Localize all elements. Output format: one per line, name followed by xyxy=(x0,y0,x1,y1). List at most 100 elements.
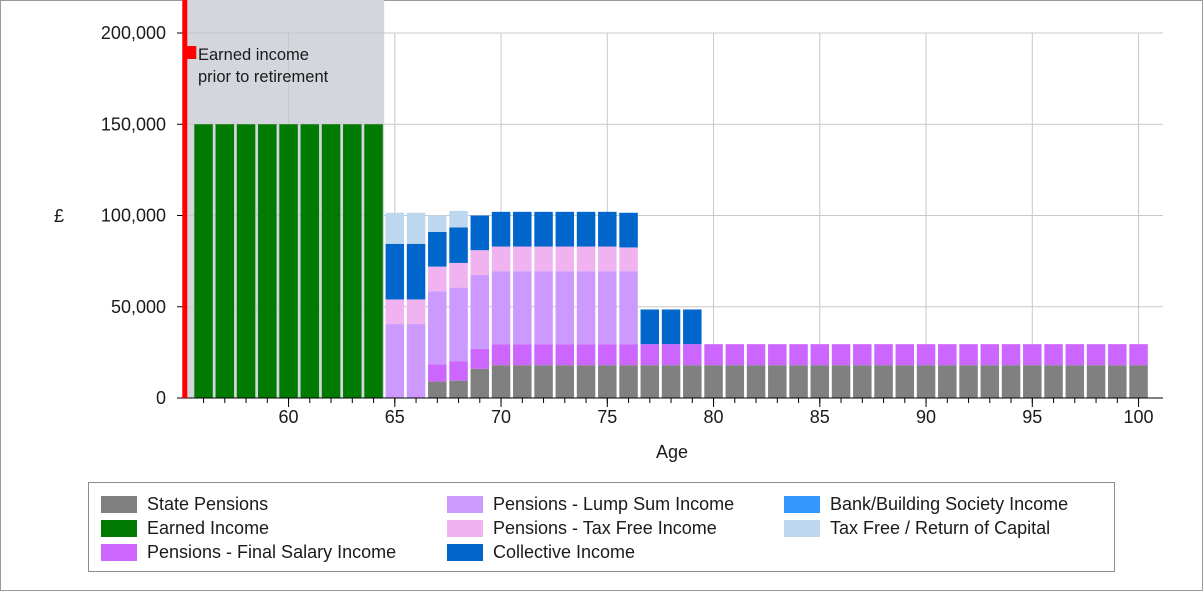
bar-segment xyxy=(258,124,277,398)
bar-segment xyxy=(513,271,532,345)
bar-segment xyxy=(598,271,617,345)
y-tick-label: 0 xyxy=(156,388,166,408)
bar-segment xyxy=(406,212,426,244)
bar-segment xyxy=(428,266,447,292)
bar-segment xyxy=(576,271,596,345)
bar-segment xyxy=(513,365,532,398)
x-tick-label: 70 xyxy=(491,407,511,427)
bar-segment xyxy=(428,215,447,232)
x-tick-label: 60 xyxy=(279,407,299,427)
bar-segment xyxy=(491,246,511,272)
legend-swatch xyxy=(784,519,820,537)
bar-segment xyxy=(683,309,702,345)
bar-segment xyxy=(768,344,787,366)
x-tick-label: 95 xyxy=(1022,407,1042,427)
legend-swatch xyxy=(447,543,483,561)
legend-item: Bank/Building Society Income xyxy=(784,494,1068,514)
bar-segment xyxy=(1044,365,1063,398)
bar-segment xyxy=(534,344,553,366)
bar-segment xyxy=(1129,344,1148,366)
bar-segment xyxy=(683,344,702,366)
bar-segment xyxy=(598,246,617,272)
legend-item: Earned Income xyxy=(101,518,269,538)
bar-segment xyxy=(470,215,490,251)
legend-item: State Pensions xyxy=(101,494,268,514)
bar-segment xyxy=(938,365,957,398)
bar-segment xyxy=(1086,344,1106,366)
x-tick-label: 100 xyxy=(1124,407,1154,427)
bar-segment xyxy=(1108,365,1127,398)
axis-layer: 0 50,000 100,000 150,000 200,000 60 65 70 75 80 85… xyxy=(54,23,1163,462)
bar-segment xyxy=(491,211,511,247)
legend-item: Collective Income xyxy=(447,542,635,562)
bar-segment xyxy=(980,344,1000,366)
bar-segment xyxy=(513,344,532,366)
bar-segment xyxy=(619,365,638,398)
bar-segment xyxy=(513,211,532,247)
x-tick-label: 85 xyxy=(810,407,830,427)
bar-segment xyxy=(470,368,490,398)
bar-segment xyxy=(895,365,915,398)
bar-segment xyxy=(1023,365,1042,398)
annotation-text: Earned income xyxy=(198,46,309,64)
bar-segment xyxy=(385,243,405,300)
bar-segment xyxy=(491,271,511,345)
bar-segment xyxy=(810,365,830,398)
bar-segment xyxy=(1001,365,1021,398)
bar-segment xyxy=(406,324,426,398)
y-tick-label: 200,000 xyxy=(101,23,166,43)
bar-segment xyxy=(598,365,617,398)
bar-segment xyxy=(555,344,575,366)
bar-segment xyxy=(619,247,638,272)
bar-segment xyxy=(555,271,575,345)
bar-segment xyxy=(470,274,490,349)
bar-segment xyxy=(1065,365,1085,398)
legend-item: Pensions - Lump Sum Income xyxy=(447,494,734,514)
bar-segment xyxy=(576,365,596,398)
annotation-text: prior to retirement xyxy=(198,68,329,86)
bar-segment xyxy=(810,344,830,366)
bar-segment xyxy=(194,124,213,398)
bar-segment xyxy=(640,365,660,398)
bar-segment xyxy=(428,231,447,267)
legend-swatch xyxy=(101,495,137,513)
bar-segment xyxy=(428,364,447,382)
x-tick-label: 75 xyxy=(597,407,617,427)
marker-line xyxy=(182,0,188,398)
y-tick-label: 150,000 xyxy=(101,114,166,134)
bar-segment xyxy=(619,271,638,345)
x-tick-label: 65 xyxy=(385,407,405,427)
bar-segment xyxy=(1086,365,1106,398)
bar-segment xyxy=(661,365,681,398)
legend-label: Earned Income xyxy=(147,517,270,538)
legend: State Pensions Earned Income Pensions - Fi… xyxy=(88,482,1115,572)
bar-segment xyxy=(385,299,405,325)
legend-item: Tax Free / Return of Capital xyxy=(784,518,1050,538)
bar-segment xyxy=(343,124,362,398)
bar-segment xyxy=(789,365,808,398)
x-tick-label: 90 xyxy=(916,407,936,427)
bar-segment xyxy=(449,287,468,362)
bar-segment xyxy=(215,124,235,398)
bar-segment xyxy=(704,344,723,366)
bar-segment xyxy=(619,344,638,366)
legend-label: Pensions - Tax Free Income xyxy=(493,517,717,538)
bar-segment xyxy=(300,124,320,398)
legend-item: Pensions - Tax Free Income xyxy=(447,518,717,538)
bar-segment xyxy=(449,210,468,228)
bar-segment xyxy=(831,344,851,366)
bar-segment xyxy=(959,344,978,366)
bar-segment xyxy=(1108,344,1127,366)
bar-segment xyxy=(428,381,447,398)
bar-segment xyxy=(980,365,1000,398)
bar-segment xyxy=(661,344,681,366)
bar-segment xyxy=(406,243,426,300)
bar-segment xyxy=(831,365,851,398)
legend-label: Pensions - Final Salary Income xyxy=(147,541,397,562)
bar-segment xyxy=(746,344,766,366)
bar-segment xyxy=(1129,365,1148,398)
legend-label: Tax Free / Return of Capital xyxy=(830,517,1051,538)
x-tick-label: 80 xyxy=(704,407,724,427)
bar-segment xyxy=(555,365,575,398)
